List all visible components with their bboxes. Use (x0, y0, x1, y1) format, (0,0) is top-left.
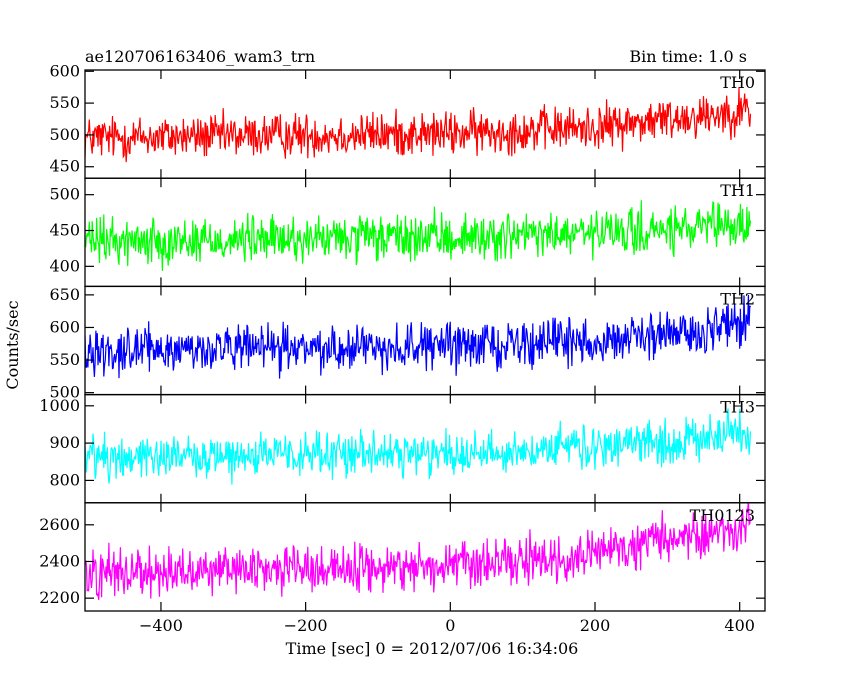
y-tick-label: 450 (49, 221, 80, 240)
x-axis-label: Time [sec] 0 = 2012/07/06 16:34:06 (286, 639, 579, 658)
series-line-th3 (85, 408, 752, 485)
y-tick-label: 500 (49, 125, 80, 144)
y-axis-label: Counts/sec (3, 300, 22, 389)
y-tick-label: 550 (49, 350, 80, 369)
y-tick-label: 400 (49, 256, 80, 275)
y-tick-label: 550 (49, 93, 80, 112)
y-tick-label: 2200 (39, 588, 80, 607)
series-line-th0 (85, 86, 752, 163)
series-line-th2 (85, 294, 752, 379)
panels-group: 450 500 550 600 TH0 400 450 500 TH1 500 550 600 650 T… (39, 61, 766, 635)
bin-time-label: Bin time: 1.0 s (629, 47, 747, 66)
panel-label-th2: TH2 (720, 289, 755, 308)
chart-title: ae120706163406_wam3_trn (85, 47, 315, 66)
series-line-th1 (85, 200, 752, 271)
panel-label-th0123: TH0123 (690, 506, 755, 525)
x-tick-label: −400 (139, 616, 183, 635)
panel-label-th1: TH1 (720, 181, 755, 200)
y-tick-label: 500 (49, 185, 80, 204)
panel-label-th3: TH3 (720, 398, 755, 417)
y-tick-label: 450 (49, 157, 80, 176)
x-tick-label: 400 (724, 616, 755, 635)
y-tick-label: 500 (49, 383, 80, 402)
x-tick-label: 0 (445, 616, 455, 635)
y-tick-label: 600 (49, 317, 80, 336)
series-line-th0123 (85, 502, 752, 600)
y-tick-label: 900 (49, 433, 80, 452)
y-tick-label: 600 (49, 61, 80, 80)
x-tick-label: 200 (580, 616, 611, 635)
y-tick-label: 2400 (39, 551, 80, 570)
y-tick-label: 1000 (39, 396, 80, 415)
panel-label-th0: TH0 (720, 73, 755, 92)
y-tick-label: 650 (49, 285, 80, 304)
x-tick-label: −200 (284, 616, 328, 635)
y-tick-label: 2600 (39, 515, 80, 534)
panel-frame (84, 502, 766, 612)
y-tick-label: 800 (49, 470, 80, 489)
